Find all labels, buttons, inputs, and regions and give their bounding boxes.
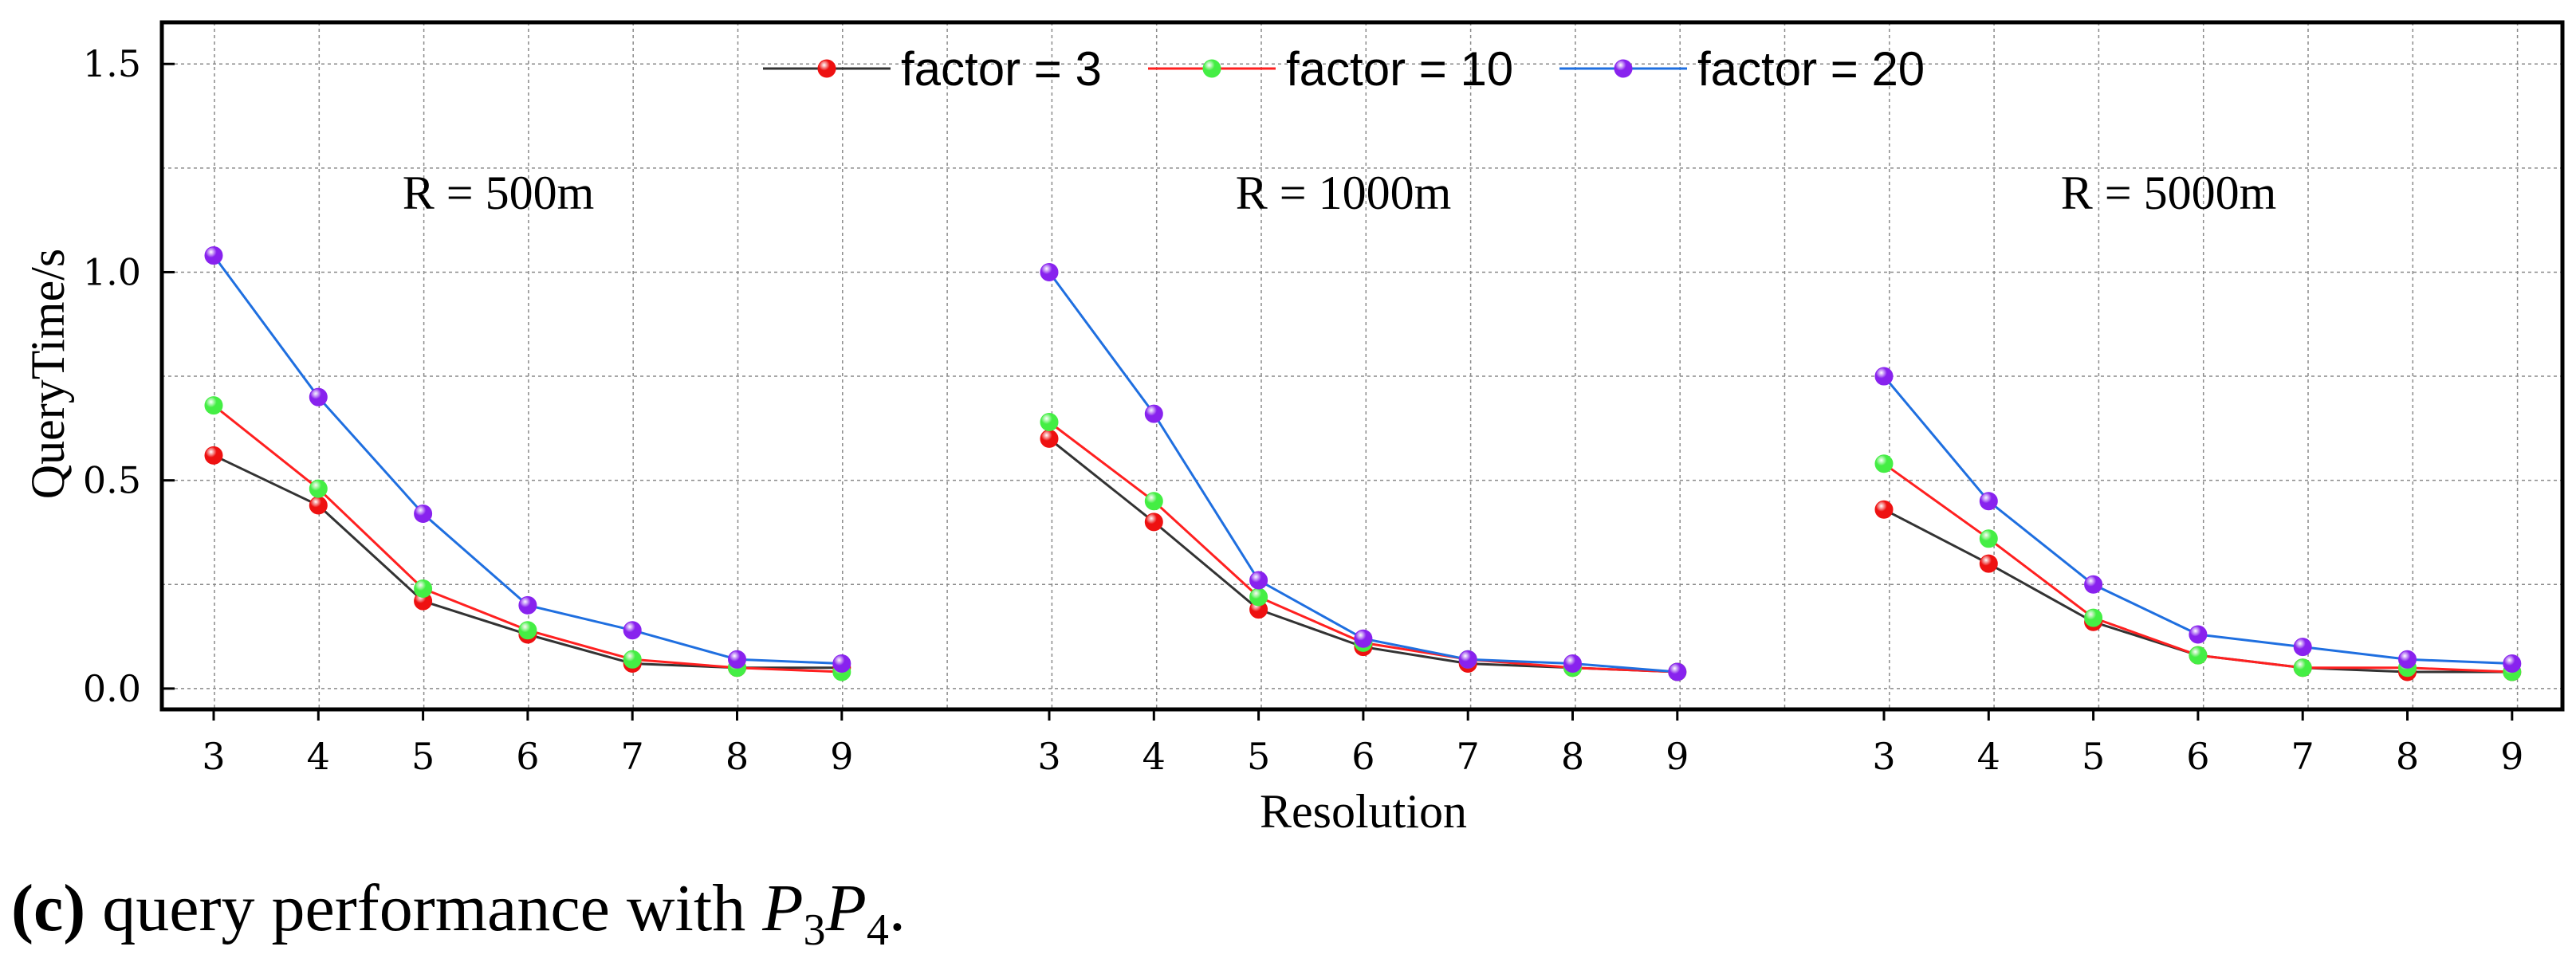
x-tick-label: 6: [516, 735, 539, 778]
data-point: [1668, 662, 1687, 681]
y-tick-label: 0.0: [83, 667, 141, 710]
caption-end: .: [888, 871, 906, 945]
legend-marker: [1202, 59, 1221, 78]
data-point: [1040, 413, 1059, 432]
panel-label: R = 500m: [403, 167, 595, 219]
data-point: [1040, 262, 1059, 281]
data-point: [1979, 554, 1998, 573]
data-point: [2189, 625, 2208, 644]
caption-text: query performance with: [102, 871, 746, 945]
x-tick-label: 8: [1561, 735, 1584, 778]
y-tick-label: 0.5: [83, 459, 141, 502]
x-tick-label: 9: [1666, 735, 1689, 778]
x-tick-label: 7: [1457, 735, 1480, 778]
y-tick-label: 1.0: [83, 250, 141, 293]
x-tick-label: 8: [726, 735, 749, 778]
data-point: [1979, 492, 1998, 511]
data-point: [728, 650, 746, 669]
data-point: [1144, 404, 1163, 423]
panel-label: R = 5000m: [2061, 167, 2277, 219]
x-tick-label: 9: [2500, 735, 2523, 778]
panel-label: R = 1000m: [1236, 167, 1452, 219]
data-point: [414, 504, 433, 523]
data-point: [1874, 500, 1894, 519]
grid-lines: [162, 22, 2562, 709]
data-point: [2398, 650, 2417, 669]
x-tick-label: 4: [1977, 735, 2000, 778]
legend-marker: [817, 59, 836, 78]
data-point: [1354, 629, 1373, 648]
data-point: [309, 496, 328, 515]
x-tick-label: 5: [411, 735, 435, 778]
x-tick-label: 6: [2186, 735, 2209, 778]
x-tick-label: 5: [1247, 735, 1270, 778]
data-point: [1563, 654, 1582, 674]
data-point: [1249, 587, 1268, 607]
caption-formula-p: P: [762, 871, 804, 945]
data-point: [1458, 650, 1477, 669]
data-point: [1144, 492, 1163, 511]
data-point: [1249, 571, 1268, 590]
data-point: [2084, 608, 2103, 627]
legend: factor = 3 factor = 10 factor = 20: [763, 42, 1925, 96]
chart-figure: R = 500m R = 1000m R = 5000m 0.00.51.01.5 …: [22, 20, 2565, 838]
x-tick-label: 3: [1872, 735, 1895, 778]
data-point: [1874, 454, 1894, 473]
y-axis-title: QueryTime/s: [22, 249, 74, 499]
data-point: [2293, 638, 2312, 657]
data-point: [1979, 529, 1998, 548]
legend-marker: [1614, 59, 1633, 78]
figure-caption: (c) query performance with P3P4.: [11, 861, 906, 956]
data-point: [2189, 646, 2208, 665]
x-tick-label: 4: [1142, 735, 1166, 778]
x-axis-title: Resolution: [1260, 785, 1467, 838]
x-tick-label: 3: [1037, 735, 1060, 778]
y-tick-label: 1.5: [83, 42, 141, 85]
data-point: [1040, 429, 1059, 448]
caption-formula-sub: 4: [866, 905, 889, 955]
x-tick-label: 5: [2082, 735, 2105, 778]
x-tick-label: 6: [1351, 735, 1375, 778]
data-point: [2293, 658, 2312, 678]
series-line: [1882, 375, 2512, 665]
data-point: [204, 246, 223, 265]
x-axis: 3 4 5 6 7 8 9 3 4 5 6 7 8 9 3 4 5 6 7 8 9: [202, 709, 2523, 778]
data-point: [2084, 575, 2103, 594]
data-point: [1874, 367, 1894, 386]
x-tick-label: 3: [202, 735, 225, 778]
caption-formula-p: P: [825, 871, 867, 945]
caption-formula-sub: 3: [803, 905, 826, 955]
legend-label: factor = 3: [901, 42, 1102, 96]
series-line: [1048, 271, 1677, 674]
x-tick-label: 7: [2291, 735, 2314, 778]
data-point: [832, 654, 851, 674]
caption-label: (c): [11, 871, 86, 945]
data-point: [309, 387, 328, 407]
x-tick-label: 7: [621, 735, 644, 778]
data-point: [518, 621, 537, 640]
x-tick-label: 4: [307, 735, 330, 778]
data-point: [309, 479, 328, 498]
data-point: [623, 650, 642, 669]
data-point: [518, 595, 537, 615]
x-tick-label: 9: [830, 735, 853, 778]
series-layer: [204, 246, 2522, 681]
data-point: [623, 621, 642, 640]
data-point: [204, 446, 223, 465]
legend-label: factor = 10: [1286, 42, 1513, 96]
x-tick-label: 8: [2396, 735, 2419, 778]
data-point: [2503, 654, 2522, 674]
legend-label: factor = 20: [1697, 42, 1925, 96]
data-point: [1144, 513, 1163, 532]
data-point: [204, 396, 223, 415]
data-point: [414, 579, 433, 598]
y-axis: 0.0 0.5 1.0 1.5: [83, 42, 175, 710]
panel-labels: R = 500m R = 1000m R = 5000m: [403, 167, 2277, 219]
